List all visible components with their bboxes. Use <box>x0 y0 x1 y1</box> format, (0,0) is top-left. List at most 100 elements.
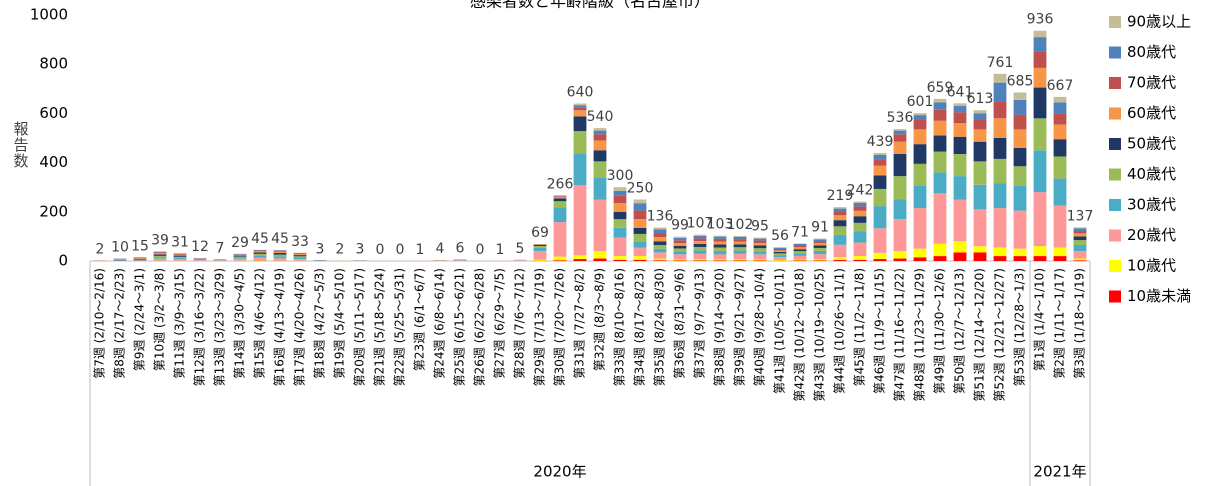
bar-segment <box>633 210 647 220</box>
group-label: 2021年 <box>1033 463 1086 481</box>
bar-segment <box>1053 139 1067 157</box>
x-tick-label: 第45週 (11/2～11/8) <box>853 268 867 386</box>
bar-segment <box>593 177 607 200</box>
total-label: 136 <box>647 209 674 225</box>
total-label: 439 <box>867 134 894 150</box>
bar-segment <box>573 185 587 256</box>
bar-segment <box>153 257 167 259</box>
bar-segment <box>293 256 307 258</box>
bar-segment <box>1033 256 1047 261</box>
bar-segment <box>893 141 907 154</box>
bar-segment <box>713 254 727 260</box>
x-tick-label: 第2週 (1/11～1/17) <box>1053 268 1067 379</box>
bar-segment <box>593 199 607 252</box>
bar-segment <box>513 260 527 261</box>
x-tick-label: 第32週 (8/3～8/9) <box>593 268 607 371</box>
bar-segment <box>993 208 1007 248</box>
y-axis-label: 報告数 <box>12 121 30 169</box>
bar-segment <box>933 243 947 257</box>
bar-segment <box>713 241 727 245</box>
x-tick-label: 第47週 (11/16～11/22) <box>893 268 907 402</box>
bar-segment <box>693 241 707 245</box>
bar-segment <box>833 260 847 261</box>
bar-segment <box>853 222 867 232</box>
bar-segment <box>933 193 947 244</box>
x-tick-label: 第35週 (8/24～8/30) <box>653 268 667 386</box>
bar-segment <box>653 237 667 242</box>
bar-segment <box>833 244 847 258</box>
bar-segment <box>1013 256 1027 261</box>
x-tick-label: 第24週 (6/8～6/14) <box>433 268 447 379</box>
total-label: 300 <box>607 168 634 184</box>
bar-segment <box>173 253 187 255</box>
x-tick-label: 第53週 (12/28～1/3) <box>1013 268 1027 386</box>
bar-segment <box>833 234 847 245</box>
bar-segment <box>713 244 727 248</box>
bar-segment <box>273 256 287 259</box>
bar-segment <box>813 250 827 255</box>
bar-segment <box>913 129 927 145</box>
bar-segment <box>973 184 987 210</box>
x-tick-label: 第29週 (7/13～7/19) <box>533 268 547 386</box>
bar-segment <box>733 250 747 254</box>
total-label: 31 <box>171 234 189 250</box>
bar-segment <box>573 259 587 261</box>
bar-segment <box>253 251 267 253</box>
bar-segment <box>813 243 827 246</box>
bar-segment <box>773 247 787 249</box>
bar-segment <box>273 251 287 253</box>
legend-swatch <box>1109 138 1121 150</box>
x-tick-label: 第8週 (2/17～2/23) <box>113 268 127 379</box>
bar-segment <box>753 254 767 260</box>
legend-swatch <box>1109 46 1121 59</box>
bar-segment <box>533 251 547 260</box>
total-label: 137 <box>1067 208 1094 224</box>
bar-segment <box>913 163 927 186</box>
bar-segment <box>873 252 887 260</box>
bar-segment <box>933 120 947 136</box>
total-label: 936 <box>1027 12 1054 28</box>
bar-segment <box>613 256 627 260</box>
bar-segment <box>653 248 667 253</box>
bar-segment <box>993 183 1007 209</box>
bar-segment <box>1033 192 1047 247</box>
bar-segment <box>253 252 267 254</box>
bar-segment <box>973 209 987 247</box>
bar-segment <box>1073 227 1087 229</box>
bar-segment <box>793 245 807 248</box>
total-label: 69 <box>531 225 549 241</box>
bar-segment <box>1073 258 1087 261</box>
bar-segment <box>1073 245 1087 252</box>
bar-segment <box>273 258 287 261</box>
x-tick-label: 第33週 (8/10～8/16) <box>613 268 627 386</box>
bar-segment <box>953 123 967 137</box>
bar-segment <box>673 240 687 244</box>
total-label: 685 <box>1007 73 1034 89</box>
bar-segment <box>813 247 827 251</box>
bar-segment <box>833 211 847 216</box>
bar-segment <box>573 255 587 260</box>
bar-segment <box>993 118 1007 138</box>
bar-segment <box>933 135 947 152</box>
total-label: 613 <box>967 91 994 107</box>
chart-title: 感染者数と年齢階級（名古屋市） <box>470 0 710 11</box>
x-tick-label: 第38週 (9/14～9/20) <box>713 268 727 386</box>
bar-segment <box>1053 247 1067 257</box>
total-label: 266 <box>547 177 574 193</box>
bar-segment <box>253 257 267 261</box>
bar-segment <box>733 241 747 245</box>
x-tick-label: 第51週 (12/14～12/20) <box>973 268 987 402</box>
bar-segment <box>873 165 887 176</box>
bar-segment <box>853 256 867 260</box>
x-tick-label: 第15週 (4/6～4/12) <box>253 268 267 379</box>
bar-segment <box>673 245 687 249</box>
bar-segment <box>1073 240 1087 246</box>
total-label: 10 <box>111 240 129 256</box>
bar-segment <box>773 253 787 256</box>
x-tick-label: 第44週 (10/26～11/1) <box>833 268 847 394</box>
bar-segment <box>553 196 567 197</box>
bar-segment <box>1053 205 1067 248</box>
bar-segment <box>953 176 967 200</box>
x-tick-label: 第42週 (10/12～10/18) <box>793 268 807 402</box>
total-label: 0 <box>396 242 405 258</box>
